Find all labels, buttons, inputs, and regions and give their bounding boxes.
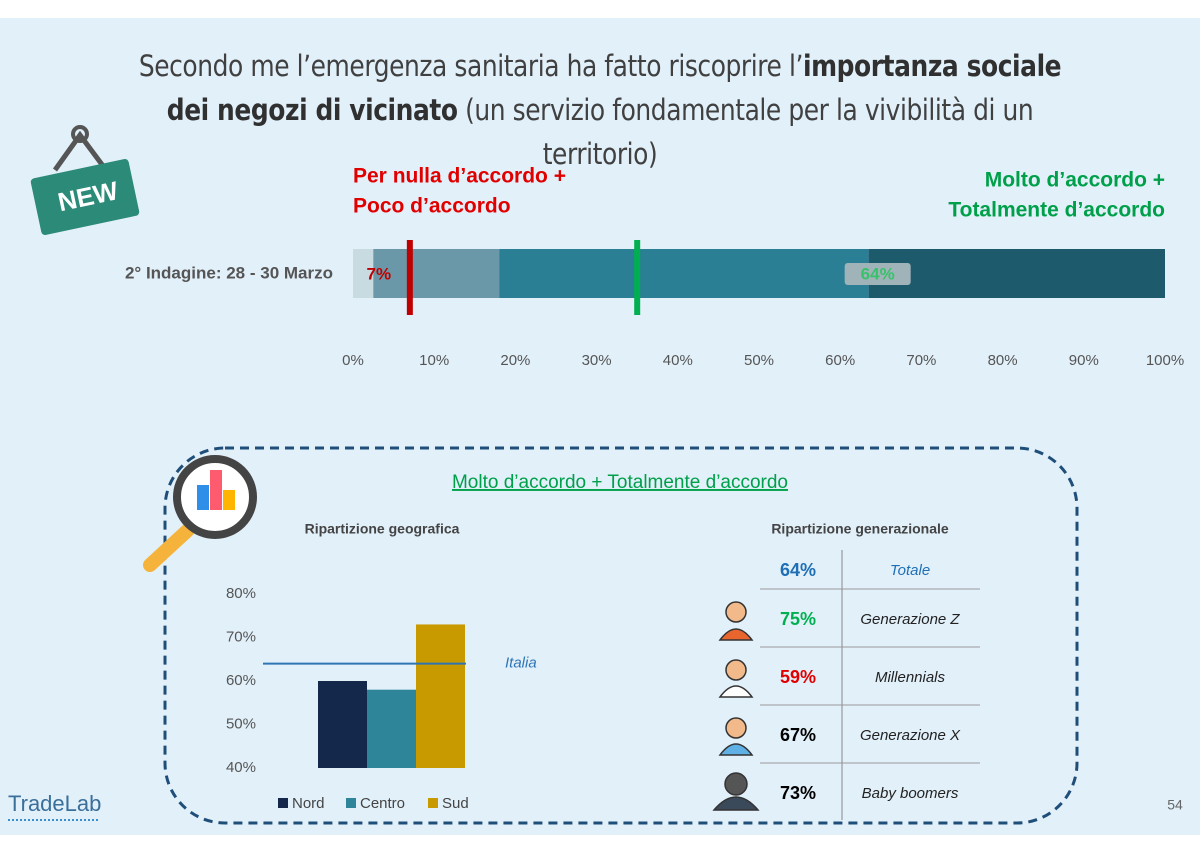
section-frame xyxy=(163,446,1079,825)
bar-segment xyxy=(868,249,1165,298)
table-label: Generazione X xyxy=(860,727,961,744)
x-tick-label: 40% xyxy=(663,352,693,369)
category-label: 2° Indagine: 28 - 30 Marzo xyxy=(125,263,333,282)
title-part: (un servizio fondamentale per la vivibil… xyxy=(457,93,1034,171)
x-tick-label: 90% xyxy=(1069,352,1099,369)
annotation: 7% xyxy=(367,264,392,283)
bar-segment xyxy=(499,249,869,298)
table-label: Generazione Z xyxy=(860,611,960,628)
marker xyxy=(634,240,641,315)
section-title: Molto d’accordo + Totalmente d’accordo xyxy=(452,472,788,493)
x-tick-label: 100% xyxy=(1146,352,1184,369)
bar xyxy=(367,689,416,768)
y-tick-label: 40% xyxy=(226,759,256,776)
table-label: Baby boomers xyxy=(862,785,959,802)
chart-title: Ripartizione geografica xyxy=(305,521,460,537)
bar-segment xyxy=(373,249,500,298)
person-icons xyxy=(712,601,760,811)
right-header: Totalmente d’accordo xyxy=(948,199,1165,222)
table-value: 73% xyxy=(780,783,816,803)
title: Secondo me l’emergenza sanitaria ha fatt… xyxy=(118,44,1081,176)
table-title: Ripartizione generazionale xyxy=(771,521,949,537)
new-badge: NEW xyxy=(30,125,140,236)
y-tick-label: 70% xyxy=(226,628,256,645)
table-value: 67% xyxy=(780,725,816,745)
legend-label: Centro xyxy=(360,795,405,812)
reference-label: Italia xyxy=(505,655,537,672)
annotation: 64% xyxy=(861,264,895,283)
table-label: Totale xyxy=(890,562,930,579)
annotation-box xyxy=(844,263,911,285)
bar-segment xyxy=(353,249,374,298)
left-header: Per nulla d’accordo + xyxy=(353,165,566,188)
x-tick-label: 0% xyxy=(342,352,364,369)
table-value: 59% xyxy=(780,667,816,687)
bar xyxy=(318,681,367,768)
x-tick-label: 20% xyxy=(500,352,530,369)
legend-label: Sud xyxy=(442,795,469,812)
table-value: 75% xyxy=(780,609,816,629)
legend-swatch xyxy=(428,798,438,808)
legend-swatch xyxy=(278,798,288,808)
legend-swatch xyxy=(346,798,356,808)
x-tick-label: 80% xyxy=(988,352,1018,369)
logo: TradeLab xyxy=(8,791,101,816)
title-part: Secondo me l’emergenza sanitaria ha fatt… xyxy=(138,49,804,83)
y-tick-label: 50% xyxy=(226,715,256,732)
table-value: 64% xyxy=(780,560,816,580)
legend-label: Nord xyxy=(292,795,325,812)
right-header: Molto d’accordo + xyxy=(985,169,1165,192)
x-tick-label: 60% xyxy=(825,352,855,369)
background xyxy=(0,18,1200,835)
y-tick-label: 80% xyxy=(226,585,256,602)
title-bold: importanza sociale dei negozi di vicinat… xyxy=(166,49,1062,127)
x-tick-label: 10% xyxy=(419,352,449,369)
table-label: Millennials xyxy=(875,669,946,686)
bar xyxy=(416,624,465,768)
page-number: 54 xyxy=(1167,797,1183,813)
magnifier-icon xyxy=(143,455,257,572)
x-tick-label: 70% xyxy=(906,352,936,369)
marker xyxy=(406,240,413,315)
y-tick-label: 60% xyxy=(226,672,256,689)
x-tick-label: 50% xyxy=(744,352,774,369)
left-header: Poco d’accordo xyxy=(353,195,511,218)
x-tick-label: 30% xyxy=(582,352,612,369)
